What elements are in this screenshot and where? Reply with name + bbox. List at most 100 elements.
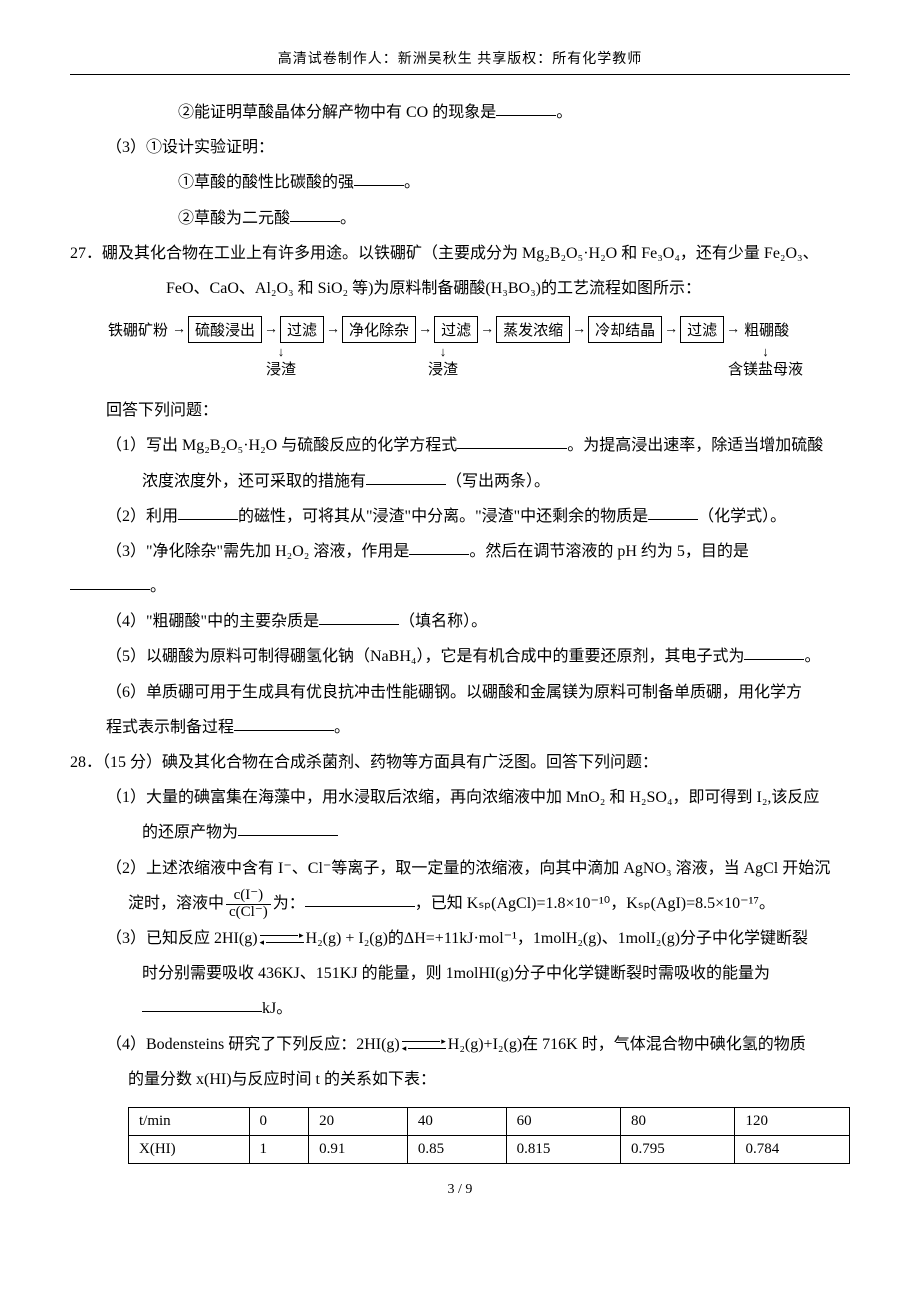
table-cell: X(HI) — [129, 1135, 250, 1163]
table-cell: t/min — [129, 1107, 250, 1135]
q26-3-2-line: ②能证明草酸晶体分解产物中有 CO 的现象是 。 — [70, 95, 850, 130]
q28-2b-mid: 为： — [273, 895, 305, 912]
blank — [457, 432, 567, 449]
q27-1-line1: （1）写出 Mg₂B₂O₅·H₂O 与硫酸反应的化学方程式。为提高浸出速率，除适… — [70, 428, 850, 463]
q28-3c: kJ。 — [262, 1000, 292, 1017]
table-row: X(HI) 1 0.91 0.85 0.815 0.795 0.784 — [129, 1135, 850, 1163]
q28-3-line1: （3）已知反应 2HI(g)▸◂H₂(g) + I₂(g)的ΔH=+11kJ·m… — [70, 921, 850, 956]
q28-1b: 的还原产物为 — [142, 824, 238, 841]
flow-diagram: 铁硼矿粉 → 硫酸浸出 → 过滤 → 净化除杂 → 过滤 → 蒸发浓缩 → 冷却… — [106, 316, 850, 343]
blank — [238, 819, 338, 836]
q28-2-line1: （2）上述浓缩液中含有 I⁻、Cl⁻等离子，取一定量的浓缩液，向其中滴加 AgN… — [70, 851, 850, 886]
q28-4a2: H₂(g)+I₂(g)在 716K 时，气体混合物中碘化氢的物质 — [448, 1036, 806, 1053]
blank — [409, 538, 469, 555]
q26-3-line: （3）①设计实验证明： — [70, 130, 850, 165]
q27-4a: （4）"粗硼酸"中的主要杂质是 — [106, 613, 319, 630]
q27-2b: 的磁性，可将其从"浸渣"中分离。"浸渣"中还剩余的物质是 — [238, 508, 648, 525]
blank — [234, 714, 334, 731]
table-cell: 0.795 — [621, 1135, 735, 1163]
data-table: t/min 0 20 40 60 80 120 X(HI) 1 0.91 0.8… — [128, 1107, 850, 1164]
arrow-icon: → — [418, 322, 432, 338]
q27-3-line2: 。 — [70, 569, 850, 604]
q27-3c: 。 — [150, 578, 166, 595]
down-arrow-icon: ↓ — [266, 345, 296, 358]
arrow-icon: → — [264, 322, 278, 338]
q27-4-line: （4）"粗硼酸"中的主要杂质是（填名称）。 — [70, 604, 850, 639]
q28-4a: （4）Bodensteins 研究了下列反应：2HI(g) — [106, 1036, 400, 1053]
flow-box-4: 过滤 — [434, 316, 478, 343]
blank — [366, 468, 446, 485]
q27-1d: （写出两条）。 — [446, 473, 550, 490]
blank — [142, 995, 262, 1012]
arrow-icon: → — [726, 322, 740, 338]
q27-2a: （2）利用 — [106, 508, 178, 525]
arrow-icon: → — [326, 322, 340, 338]
q27-6-line1: （6）单质硼可用于生成具有优良抗冲击性能硼钢。以硼酸和金属镁为原料可制备单质硼，… — [70, 675, 850, 710]
q28-3a: （3）已知反应 2HI(g) — [106, 930, 258, 947]
q26-3-2b-pre: ②草酸为二元酸 — [178, 210, 290, 227]
q28-2b-pre: 淀时，溶液中 — [128, 895, 224, 912]
q26-3-1-line: ①草酸的酸性比碳酸的强 。 — [70, 165, 850, 200]
table-cell: 40 — [407, 1107, 506, 1135]
table-cell: 80 — [621, 1107, 735, 1135]
blank — [744, 643, 804, 660]
q27-5-line: （5）以硼酸为原料可制得硼氢化钠（NaBH₄），它是有机合成中的重要还原剂，其电… — [70, 639, 850, 674]
flow-box-3: 净化除杂 — [342, 316, 416, 343]
arrow-icon: → — [172, 322, 186, 338]
q28-1-line2: 的还原产物为 — [70, 815, 850, 850]
q27-6b: 程式表示制备过程 — [106, 719, 234, 736]
blank — [496, 99, 556, 116]
q26-3-2b-post: 。 — [340, 210, 356, 227]
q27-intro2: FeO、CaO、Al₂O₃ 和 SiO₂ 等)为原料制备硼酸(H₃BO₃)的工艺… — [70, 271, 850, 306]
flow-sub3: 含镁盐母液 — [728, 358, 803, 379]
arrow-icon: → — [664, 322, 678, 338]
table-cell: 120 — [735, 1107, 850, 1135]
q27-5a: （5）以硼酸为原料可制得硼氢化钠（NaBH₄），它是有机合成中的重要还原剂，其电… — [106, 648, 744, 665]
frac-den: c(Cl⁻) — [226, 905, 271, 921]
flow-sub-row: ↓ 浸渣 ↓ 浸渣 ↓ 含镁盐母液 — [106, 345, 850, 379]
q26-3-1-pre: ①草酸的酸性比碳酸的强 — [178, 174, 354, 191]
q28-3a2: H₂(g) + I₂(g)的ΔH=+11kJ·mol⁻¹，1molH₂(g)、1… — [306, 930, 809, 947]
blank — [178, 503, 238, 520]
table-cell: 0.784 — [735, 1135, 850, 1163]
fraction: c(I⁻)c(Cl⁻) — [226, 888, 271, 921]
flow-box-5: 蒸发浓缩 — [496, 316, 570, 343]
q28-1-line1: （1）大量的碘富集在海藻中，用水浸取后浓缩，再向浓缩液中加 MnO₂ 和 H₂S… — [70, 780, 850, 815]
arrow-icon: → — [572, 322, 586, 338]
flow-box-1: 硫酸浸出 — [188, 316, 262, 343]
equilibrium-arrow-icon: ▸◂ — [260, 934, 304, 944]
header-rule — [70, 74, 850, 75]
blank — [290, 205, 340, 222]
flow-end: 粗硼酸 — [742, 317, 791, 342]
q28-intro: 28．（15 分）碘及其化合物在合成杀菌剂、药物等方面具有广泛图。回答下列问题： — [70, 745, 850, 780]
table-cell: 20 — [309, 1107, 408, 1135]
table-cell: 1 — [249, 1135, 309, 1163]
q26-3-2b-line: ②草酸为二元酸 。 — [70, 201, 850, 236]
down-arrow-icon: ↓ — [428, 345, 458, 358]
blank — [354, 169, 404, 186]
flow-box-2: 过滤 — [280, 316, 324, 343]
arrow-icon: → — [480, 322, 494, 338]
q27-3a: （3）"净化除杂"需先加 H₂O₂ 溶液，作用是 — [106, 543, 409, 560]
q26-3-2-post: 。 — [556, 104, 572, 121]
q27-6c: 。 — [334, 719, 350, 736]
down-arrow-icon: ↓ — [728, 345, 803, 358]
q27-2c: （化学式）。 — [698, 508, 786, 525]
q27-3-line1: （3）"净化除杂"需先加 H₂O₂ 溶液，作用是。然后在调节溶液的 pH 约为 … — [70, 534, 850, 569]
flow-box-6: 冷却结晶 — [588, 316, 662, 343]
table-cell: 0.815 — [506, 1135, 620, 1163]
q28-4-line1: （4）Bodensteins 研究了下列反应：2HI(g)▸◂H₂(g)+I₂(… — [70, 1027, 850, 1062]
table-cell: 0.85 — [407, 1135, 506, 1163]
flow-sub2: 浸渣 — [428, 358, 458, 379]
q27-1-line2: 浓度浓度外，还可采取的措施有（写出两条）。 — [70, 464, 850, 499]
table-cell: 0.91 — [309, 1135, 408, 1163]
table-row: t/min 0 20 40 60 80 120 — [129, 1107, 850, 1135]
q28-4-line2: 的量分数 x(HI)与反应时间 t 的关系如下表： — [70, 1062, 850, 1097]
q26-3-2-pre: ②能证明草酸晶体分解产物中有 CO 的现象是 — [178, 104, 496, 121]
blank — [319, 608, 399, 625]
q28-2b-post: ，已知 Kₛₚ(AgCl)=1.8×10⁻¹⁰，Kₛₚ(AgI)=8.5×10⁻… — [415, 895, 775, 912]
blank — [648, 503, 698, 520]
q26-3-1-post: 。 — [404, 174, 420, 191]
q28-3-line2: 时分别需要吸收 436KJ、151KJ 的能量，则 1molHI(g)分子中化学… — [70, 956, 850, 991]
q27-answer-label: 回答下列问题： — [70, 393, 850, 428]
